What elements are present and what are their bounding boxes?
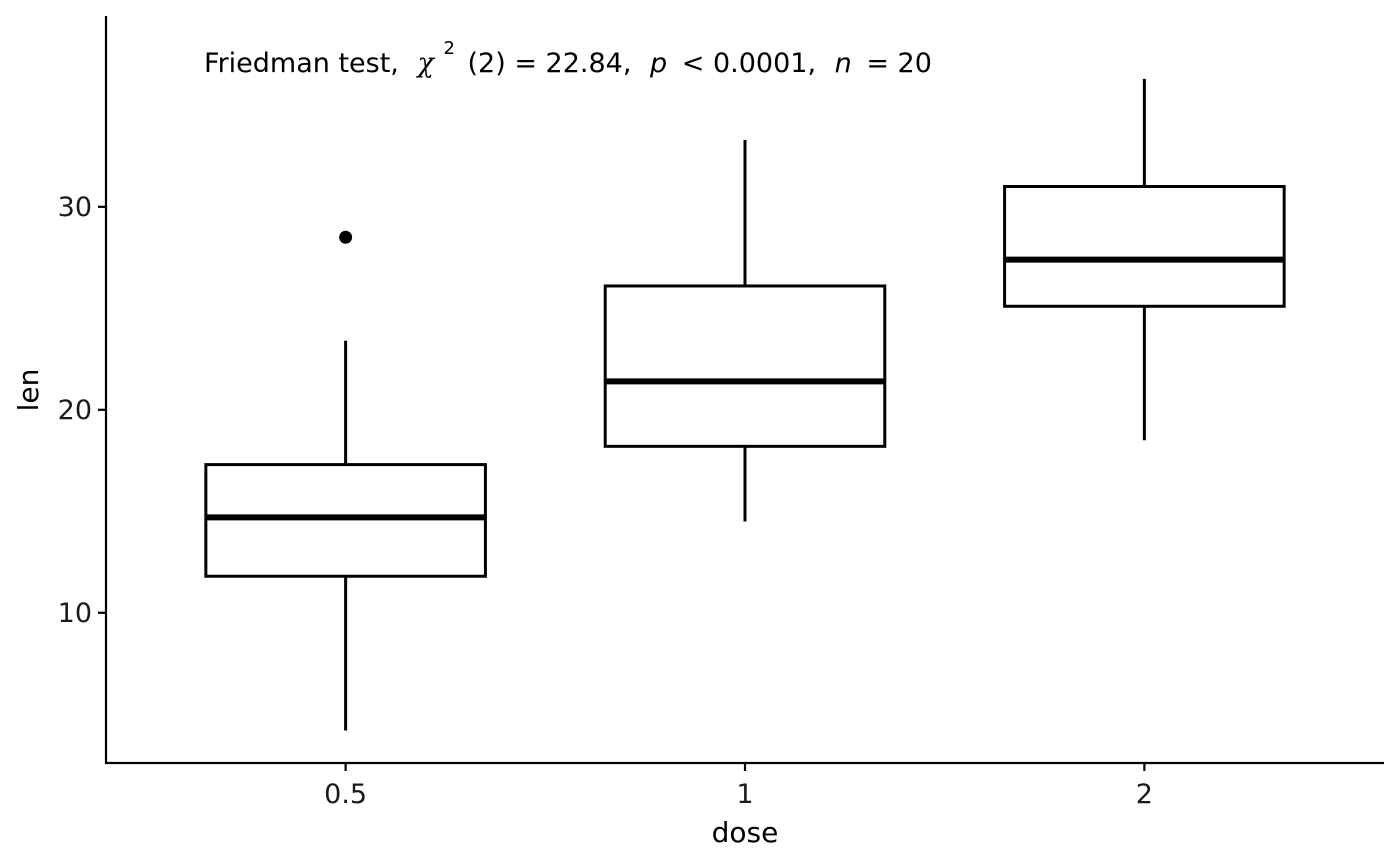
y-tick-label: 30 [58, 192, 92, 223]
box-0.5 [204, 230, 487, 731]
annotation-test-name: Friedman test, [204, 48, 399, 79]
y-tick-label: 10 [58, 598, 92, 629]
x-tick-label: 1 [736, 779, 753, 810]
y-ticks: 10 20 30 [58, 192, 106, 629]
annotation-chi-superscript: 2 [443, 38, 454, 59]
outlier-point [339, 230, 353, 244]
x-tick-label: 0.5 [324, 779, 367, 810]
annotation-p-value: < 0.0001, [682, 48, 816, 79]
box-iqr [204, 463, 487, 578]
box-1 [603, 139, 887, 522]
box-group [204, 78, 1286, 731]
box-2 [1003, 78, 1286, 441]
annotation-p-symbol: p [649, 48, 667, 79]
box-iqr [603, 284, 887, 448]
annotation-n-symbol: n [835, 48, 852, 79]
x-ticks: 0.5 1 2 [324, 763, 1153, 810]
annotation-n-value: = 20 [866, 48, 932, 79]
annotation-statistic: (2) = 22.84, [468, 48, 632, 79]
box-iqr [1003, 185, 1286, 308]
x-axis-title: dose [712, 816, 779, 849]
test-annotation: Friedman test, χ 2 (2) = 22.84, p < 0.00… [204, 30, 932, 79]
x-tick-label: 2 [1136, 779, 1153, 810]
y-axis-title: len [12, 369, 45, 412]
y-tick-label: 20 [58, 395, 92, 426]
annotation-chi-symbol: χ [416, 48, 436, 79]
